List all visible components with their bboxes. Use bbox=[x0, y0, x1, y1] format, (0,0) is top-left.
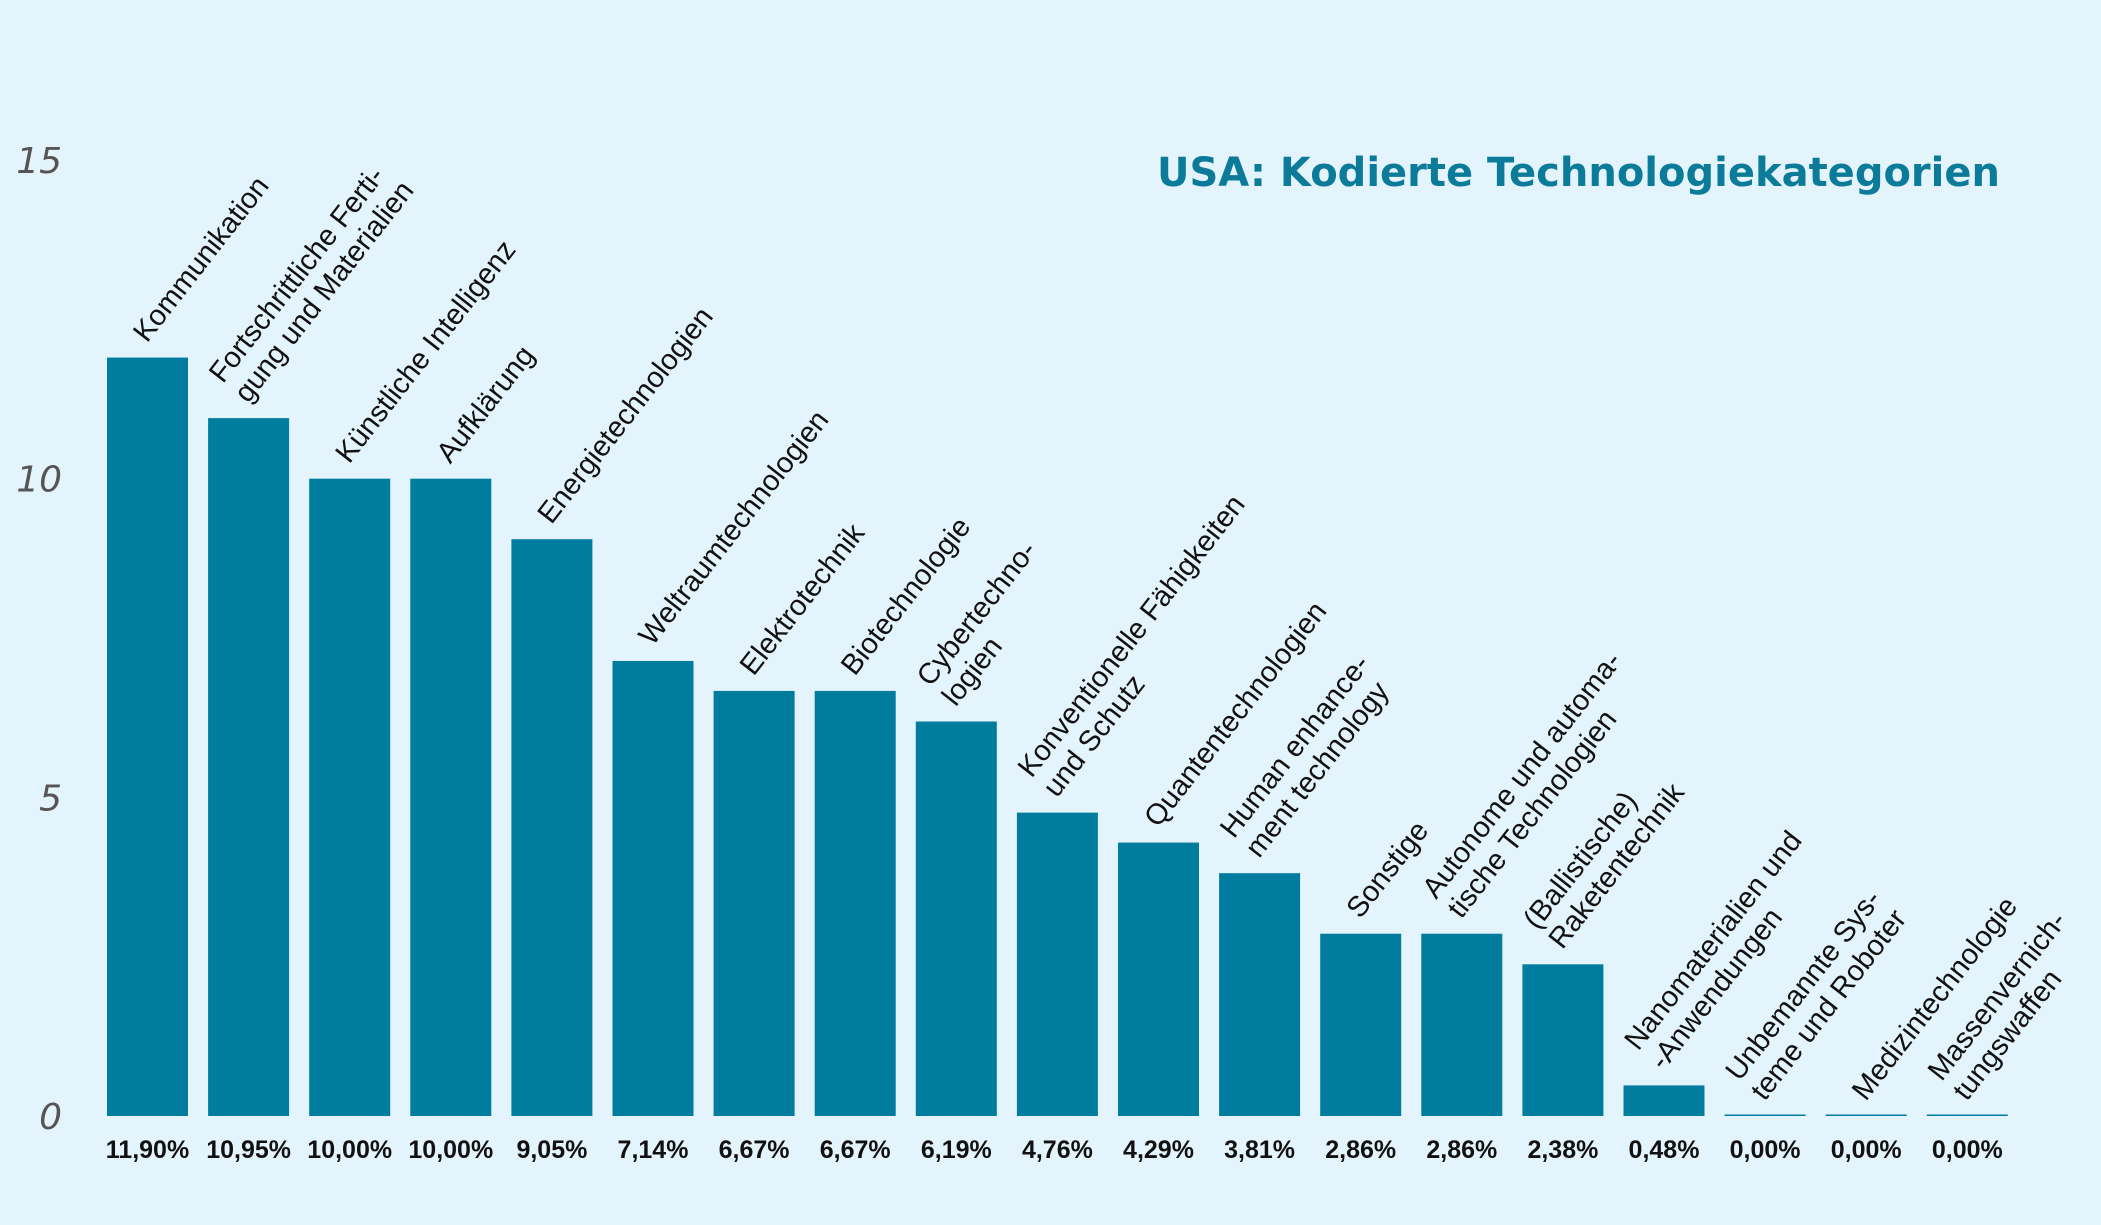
bar-value-label: 10,00% bbox=[408, 1136, 493, 1164]
bar-value-label: 0,00% bbox=[1831, 1136, 1902, 1164]
bar bbox=[814, 690, 896, 1116]
bar-value-label: 0,48% bbox=[1629, 1136, 1700, 1164]
category-label-group: Aufklärung bbox=[431, 340, 542, 469]
bar bbox=[1825, 1114, 1907, 1116]
bar-value-label: 6,19% bbox=[921, 1136, 992, 1164]
bar bbox=[1623, 1085, 1705, 1116]
bar bbox=[511, 539, 593, 1116]
bar-value-label: 4,29% bbox=[1123, 1136, 1194, 1164]
bar-value-label: 7,14% bbox=[618, 1136, 689, 1164]
bar-value-label: 6,67% bbox=[820, 1136, 891, 1164]
bar bbox=[1522, 964, 1604, 1116]
category-label-group: Sonstige bbox=[1340, 815, 1435, 924]
bar bbox=[612, 660, 694, 1116]
bar bbox=[410, 478, 492, 1117]
category-label-group: Energietechnologien bbox=[532, 301, 720, 529]
bar bbox=[1219, 873, 1301, 1116]
bar-value-label: 0,00% bbox=[1730, 1136, 1801, 1164]
category-label: Aufklärung bbox=[431, 340, 542, 469]
bar bbox=[713, 690, 795, 1116]
bar-value-label: 2,38% bbox=[1527, 1136, 1598, 1164]
bar-value-label: 10,00% bbox=[307, 1136, 392, 1164]
bar bbox=[1320, 933, 1402, 1116]
y-tick-label: 5 bbox=[39, 778, 62, 819]
bar-value-label: 0,00% bbox=[1932, 1136, 2003, 1164]
bar-value-label: 9,05% bbox=[516, 1136, 587, 1164]
bar bbox=[208, 418, 290, 1116]
bar-value-label: 2,86% bbox=[1426, 1136, 1497, 1164]
category-label: Sonstige bbox=[1340, 815, 1435, 924]
bar bbox=[1724, 1114, 1806, 1116]
bar bbox=[1421, 933, 1503, 1116]
y-tick-label: 10 bbox=[16, 460, 62, 501]
bar-value-label: 2,86% bbox=[1325, 1136, 1396, 1164]
bar-value-label: 10,95% bbox=[206, 1136, 291, 1164]
category-label: Energietechnologien bbox=[532, 301, 720, 529]
bar bbox=[1926, 1114, 2008, 1116]
bar bbox=[309, 478, 391, 1117]
bar-value-label: 3,81% bbox=[1224, 1136, 1295, 1164]
bar bbox=[915, 721, 997, 1116]
bar-value-label: 4,76% bbox=[1022, 1136, 1093, 1164]
chart-title: USA: Kodierte Technologiekategorien bbox=[1157, 150, 2000, 196]
bar bbox=[107, 357, 188, 1116]
y-tick-label: 15 bbox=[16, 141, 62, 182]
bar bbox=[1016, 812, 1098, 1116]
bar-value-label: 6,67% bbox=[719, 1136, 790, 1164]
y-tick-label: 0 bbox=[39, 1097, 62, 1138]
bar bbox=[1118, 842, 1199, 1116]
bar-value-label: 11,90% bbox=[106, 1136, 189, 1164]
